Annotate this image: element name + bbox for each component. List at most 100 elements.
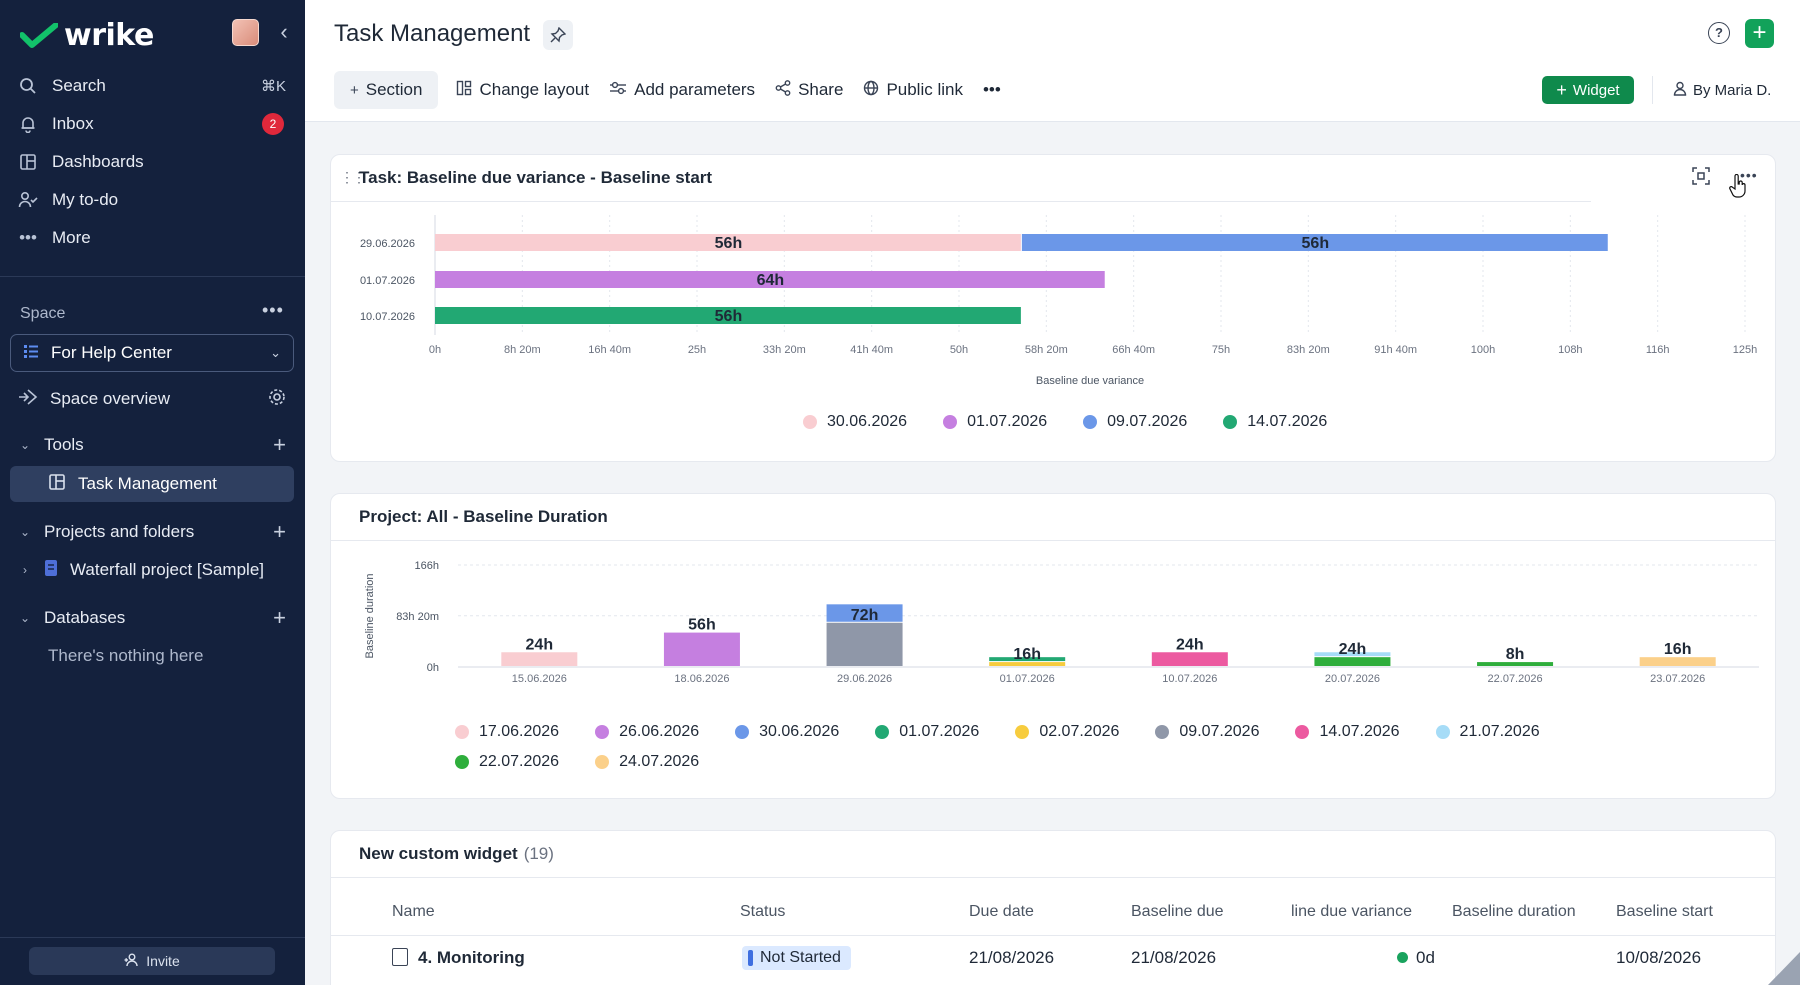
add-tool-icon[interactable]: + [273,432,286,457]
column-header-baseline-duration[interactable]: Baseline duration [1452,903,1576,920]
legend-item[interactable]: 01.07.2026 [875,723,979,741]
projects-group[interactable]: ⌄ Projects and folders + [18,517,286,547]
variance-value: 0d [1416,948,1435,967]
inbox-count-badge: 2 [262,113,284,135]
legend-item[interactable]: 17.06.2026 [455,723,559,741]
databases-empty-note: There's nothing here [48,646,204,665]
plus-icon: + [350,81,359,99]
y-tick-label: 01.07.2026 [360,275,415,287]
bar-value-label: 8h [1506,646,1525,663]
databases-group[interactable]: ⌄ Databases + [18,603,286,633]
gear-icon[interactable] [268,388,286,411]
legend-item[interactable]: 01.07.2026 [943,413,1047,431]
x-tick-label: 41h 40m [850,344,893,356]
collapse-sidebar-icon[interactable]: ‹ [280,19,288,44]
x-tick-label: 01.07.2026 [1000,673,1055,685]
owner-filter[interactable]: By Maria D. [1673,81,1771,100]
space-selector[interactable]: For Help Center ⌄ [10,334,294,372]
nav-inbox[interactable]: Inbox 2 [18,110,286,138]
legend-item[interactable]: 14.07.2026 [1295,723,1400,741]
nav-dashboards[interactable]: Dashboards [18,148,286,176]
legend-item[interactable]: 26.06.2026 [595,723,699,741]
share-button[interactable]: Share [765,71,853,109]
fullscreen-icon[interactable] [1692,167,1710,190]
bar-value-label: 24h [1339,641,1367,658]
legend-dot [1015,725,1030,739]
y-tick-label: 10.07.2026 [360,311,415,323]
legend-item[interactable]: 09.07.2026 [1155,723,1259,741]
bar-value-label: 56h [1302,235,1330,252]
widget-title: Project: All - Baseline Duration [359,507,608,526]
column-header-baseline-start[interactable]: Baseline start [1616,903,1713,920]
x-tick-label: 25h [688,344,706,356]
legend-item[interactable]: 02.07.2026 [1015,723,1119,741]
databases-label: Databases [44,608,126,627]
legend-label: 22.07.2026 [479,753,560,770]
nav-my-todo[interactable]: My to-do [18,186,286,214]
table-row[interactable]: 4. Monitoring Not Started 21/08/2026 21/… [331,935,1775,981]
invite-button[interactable]: Invite [29,947,275,975]
space-menu-icon[interactable]: ••• [262,300,284,320]
status-badge[interactable]: Not Started [742,946,851,970]
y-tick-label: 166h [415,560,439,572]
project-label: Waterfall project [Sample] [70,560,264,579]
baseline-start-cell[interactable]: 10/08/2026 [1616,948,1702,967]
legend-dot [455,755,469,769]
space-overview[interactable]: Space overview [18,384,286,414]
bar-segment [1639,657,1716,666]
change-layout-button[interactable]: Change layout [446,71,599,109]
pin-icon[interactable] [543,20,573,50]
add-project-icon[interactable]: + [273,519,286,544]
column-header-baseline-variance[interactable]: line due variance [1291,903,1412,920]
wrike-logo[interactable]: wrike [20,18,154,53]
variance-cell[interactable]: 0d [1397,948,1435,968]
legend-dot [595,725,610,739]
add-section-button[interactable]: + Section [334,71,439,109]
dashboard-icon [18,152,38,172]
invite-label: Invite [146,953,180,969]
toolbar-more-icon[interactable]: ••• [982,80,1001,99]
public-link-button[interactable]: Public link [853,71,973,109]
add-parameters-button[interactable]: Add parameters [599,71,765,109]
add-widget-button[interactable]: + Widget [1542,76,1634,104]
nav-search[interactable]: Search ⌘K [18,72,286,100]
legend-label: 14.07.2026 [1319,723,1400,740]
column-header-name[interactable]: Name [392,903,435,920]
task-name-cell[interactable]: 4. Monitoring [392,948,525,968]
legend-item[interactable]: 30.06.2026 [803,413,907,431]
legend-item[interactable]: 21.07.2026 [1435,723,1540,741]
page-header: Task Management ? + + Section Change lay… [305,0,1800,122]
chart-legend: 17.06.2026 26.06.2026 30.06.2026 01.07.2026… [455,723,1615,771]
due-date-cell[interactable]: 21/08/2026 [969,948,1055,967]
sidebar-item-waterfall-project[interactable]: › Waterfall project [Sample] [18,555,286,585]
divider [1652,76,1653,104]
bar-value-label: 72h [851,607,879,624]
legend-dot [875,725,890,739]
legend-label: 30.06.2026 [759,723,840,740]
sidebar-item-task-management[interactable]: Task Management [10,466,294,502]
help-icon[interactable]: ? [1708,22,1730,44]
tools-group[interactable]: ⌄ Tools + [18,430,286,460]
divider [0,937,305,938]
column-header-baseline-due[interactable]: Baseline due [1131,903,1224,920]
legend-label: 21.07.2026 [1459,723,1540,740]
widget-menu-icon[interactable]: ••• [1740,167,1758,183]
add-database-icon[interactable]: + [273,605,286,630]
legend-item[interactable]: 09.07.2026 [1083,413,1187,431]
column-header-status[interactable]: Status [740,903,786,920]
column-header-due-date[interactable]: Due date [969,903,1034,920]
legend-item[interactable]: 30.06.2026 [735,723,839,741]
x-axis-label: Baseline due variance [1036,375,1144,387]
bar-segment [826,622,903,666]
x-tick-label: 83h 20m [1287,344,1330,356]
legend-item[interactable]: 22.07.2026 [455,753,559,771]
sliders-icon [609,80,627,100]
legend-item[interactable]: 14.07.2026 [1223,413,1327,431]
avatar[interactable] [232,19,259,46]
baseline-due-cell[interactable]: 21/08/2026 [1131,948,1217,967]
legend-item[interactable]: 24.07.2026 [595,753,699,771]
resize-corner[interactable] [1768,952,1800,985]
nav-more[interactable]: ••• More [18,224,286,252]
drag-handle-icon[interactable]: ⋮⋮ [340,169,366,185]
add-button[interactable]: + [1745,19,1774,48]
